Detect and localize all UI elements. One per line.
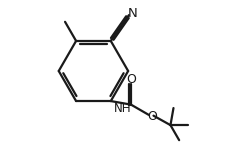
Text: O: O [126,73,136,86]
Text: O: O [147,110,157,123]
Text: N: N [128,7,137,20]
Text: NH: NH [114,102,131,115]
